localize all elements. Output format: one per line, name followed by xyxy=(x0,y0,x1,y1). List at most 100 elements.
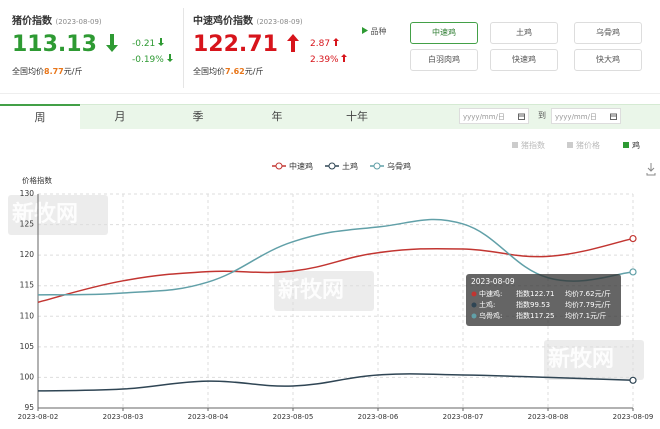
tooltip-index: 指数117.25 xyxy=(516,311,555,320)
calendar-icon xyxy=(518,113,525,120)
avg-label: 全国均价 xyxy=(12,67,44,76)
tooltip-date: 2023-08-09 xyxy=(471,277,515,286)
pig-change-pct: -0.19% xyxy=(132,55,164,65)
tab[interactable]: 季 xyxy=(192,110,204,123)
y-tick-label: 110 xyxy=(20,311,35,320)
up-arrow xyxy=(332,38,339,46)
tooltip-swatch xyxy=(471,291,477,297)
tooltip-label: 乌骨鸡: xyxy=(479,311,502,320)
tooltip-index: 指数99.53 xyxy=(516,300,550,309)
avg-unit: 元/斤 xyxy=(244,67,264,76)
watermark: 新牧网 xyxy=(278,277,344,303)
chicken-title-row: 中速鸡价指数 (2023-08-09) xyxy=(193,12,303,27)
watermark-bg xyxy=(544,340,644,380)
toggle-label: 猪指数 xyxy=(521,140,545,150)
end-date-input[interactable]: yyyy/mm/日 xyxy=(551,108,621,124)
breed-button[interactable]: 中速鸡 xyxy=(410,22,478,44)
y-tick-label: 125 xyxy=(20,220,35,229)
pig-avg: 全国均价8.77元/斤 xyxy=(12,66,82,77)
pig-value-row: 113.13 xyxy=(12,32,119,57)
tooltip-swatch xyxy=(471,302,477,308)
pig-title: 猪价指数 xyxy=(12,16,52,27)
calendar-icon xyxy=(610,113,617,120)
up-arrow xyxy=(341,54,348,62)
series-line xyxy=(37,237,634,303)
y-tick-label: 130 xyxy=(20,189,35,198)
pig-change: -0.21 xyxy=(132,39,156,49)
tooltip-label: 土鸡: xyxy=(479,300,495,309)
avg-label: 全国均价 xyxy=(193,67,225,76)
legend-marker xyxy=(373,162,381,170)
breed-button[interactable]: 乌骨鸡 xyxy=(574,22,642,44)
watermark-bg xyxy=(8,195,108,235)
tooltip-price: 均价7.1元/斤 xyxy=(565,311,607,320)
x-tick-label: 2023-08-09 xyxy=(613,413,654,421)
tooltip-label: 中速鸡: xyxy=(479,289,502,298)
tooltip-index: 指数122.71 xyxy=(516,289,555,298)
point-marker xyxy=(629,234,637,243)
tab[interactable]: 十年 xyxy=(346,110,368,123)
point-marker xyxy=(629,268,637,276)
chicken-title: 中速鸡价指数 xyxy=(193,16,253,27)
avg-unit: 元/斤 xyxy=(63,67,83,76)
download-icon xyxy=(646,163,656,176)
tab[interactable]: 月 xyxy=(114,110,126,123)
toggle-label: 鸡 xyxy=(632,140,640,150)
up-arrow xyxy=(286,34,299,52)
watermark: 新牧网 xyxy=(12,201,78,227)
breed-button[interactable]: 快大鸡 xyxy=(574,49,642,71)
x-tick-label: 2023-08-02 xyxy=(18,413,59,421)
x-tick-label: 2023-08-07 xyxy=(443,413,484,421)
x-tick-label: 2023-08-03 xyxy=(103,413,144,421)
chicken-avg: 全国均价7.62元/斤 xyxy=(193,66,263,77)
breed-button[interactable]: 土鸡 xyxy=(490,22,558,44)
breed-button[interactable]: 白羽肉鸡 xyxy=(410,49,478,71)
placeholder: yyyy/mm/日 xyxy=(555,113,597,121)
triangle-icon xyxy=(362,27,368,34)
chicken-value: 122.71 xyxy=(193,32,278,57)
watermark: 新牧网 xyxy=(548,346,614,372)
chicken-date: (2023-08-09) xyxy=(256,18,303,26)
watermark-bg xyxy=(274,271,374,311)
chicken-change-row: 2.87 xyxy=(310,38,339,49)
down-arrow xyxy=(166,54,173,62)
avg-price: 7.62 xyxy=(225,67,245,76)
toggle-swatch xyxy=(567,142,573,148)
placeholder: yyyy/mm/日 xyxy=(463,113,505,121)
x-tick-label: 2023-08-05 xyxy=(273,413,314,421)
start-date-input[interactable]: yyyy/mm/日 xyxy=(459,108,529,124)
divider xyxy=(183,8,184,88)
point-marker xyxy=(629,376,637,384)
y-tick-label: 115 xyxy=(20,281,35,290)
pig-value: 113.13 xyxy=(12,32,97,57)
pig-pct-row: -0.19% xyxy=(132,54,173,65)
breed-button[interactable]: 快速鸡 xyxy=(490,49,558,71)
tab[interactable]: 年 xyxy=(271,110,283,123)
tooltip-price: 均价7.62元/斤 xyxy=(565,289,611,298)
x-tick-label: 2023-08-06 xyxy=(358,413,399,421)
tooltip-price: 均价7.79元/斤 xyxy=(565,300,611,309)
y-tick-label: 105 xyxy=(20,342,35,351)
legend-label: 土鸡 xyxy=(342,161,358,171)
toggle-swatch xyxy=(623,142,629,148)
legend-marker xyxy=(328,162,336,170)
y-tick-label: 100 xyxy=(20,372,35,381)
breed-label: 品种 xyxy=(370,27,387,36)
breed-label-row: 品种 xyxy=(362,26,387,37)
down-arrow xyxy=(158,38,165,46)
chicken-pct-row: 2.39% xyxy=(310,54,348,65)
date-separator: 到 xyxy=(538,111,546,120)
tooltip-swatch xyxy=(471,313,477,319)
series-line xyxy=(37,373,634,392)
toggle-swatch xyxy=(512,142,518,148)
chicken-value-row: 122.71 xyxy=(193,32,300,57)
separator xyxy=(0,93,660,94)
series-line xyxy=(37,218,634,296)
tooltip-bg xyxy=(466,274,621,326)
y-tick-label: 120 xyxy=(20,250,35,259)
legend-label: 乌骨鸡 xyxy=(387,161,411,171)
tab[interactable]: 周 xyxy=(0,104,80,130)
avg-price: 8.77 xyxy=(44,67,64,76)
pig-date: (2023-08-09) xyxy=(55,18,102,26)
